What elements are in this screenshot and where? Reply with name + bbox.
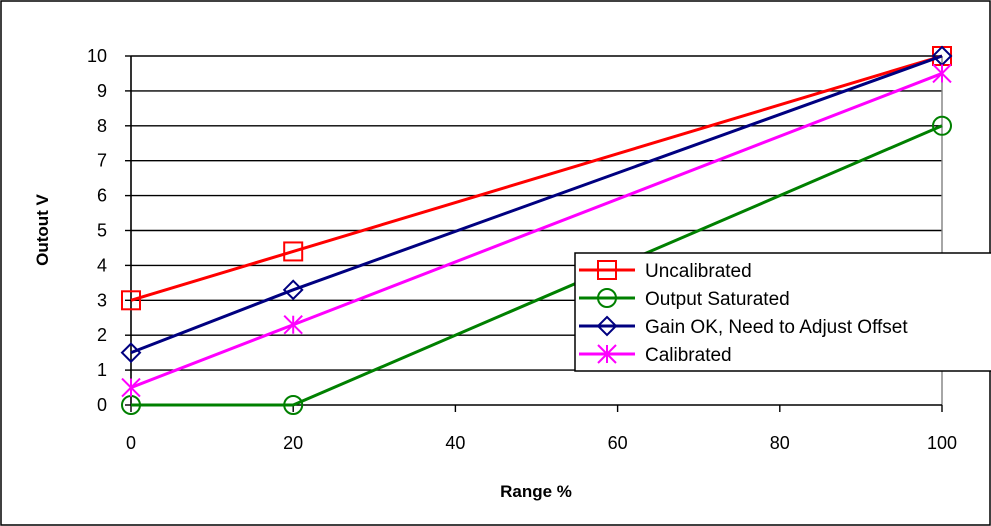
y-tick-label: 10 [87,46,107,66]
legend-box [574,252,991,372]
x-axis-title: Range % [500,482,572,501]
data-point [932,63,952,84]
series-line-3 [130,54,943,355]
legend-item: Gain OK, Need to Adjust Offset [579,315,908,338]
legend-marker [597,288,617,308]
y-tick-label: 3 [97,290,107,310]
x-tick-label: 40 [445,433,465,453]
data-point [283,315,303,335]
y-tick-label: 5 [97,221,107,241]
y-tick-label: 8 [97,116,107,136]
y-tick-label: 2 [97,325,107,345]
legend-label: Gain OK, Need to Adjust Offset [645,317,908,338]
x-tick-label: 60 [608,433,628,453]
y-tick-label: 4 [97,255,107,275]
legend-label: Uncalibrated [645,261,752,282]
data-point [282,279,304,301]
series-line-1 [130,54,943,302]
legend-item: Calibrated [579,344,732,366]
x-tick-label: 80 [770,433,790,453]
data-point [932,115,952,136]
data-point [283,395,304,415]
data-point [121,377,141,398]
y-tick-label: 7 [97,151,107,171]
y-tick-label: 1 [97,360,107,380]
y-axis-title: Outout V [33,193,52,265]
legend-label: Output Saturated [645,289,790,310]
x-tick-label: 0 [126,433,136,453]
x-tick-label: 20 [283,433,303,453]
y-tick-label: 6 [97,186,107,206]
legend: Uncalibrated Output Saturated Gain OK, Nee… [574,252,991,372]
legend-marker [597,260,617,280]
y-tick-label: 0 [97,395,107,415]
legend-marker [596,315,618,337]
y-tick-label: 9 [97,81,107,101]
data-point [120,342,142,364]
legend-marker [597,344,617,364]
legend-item: Output Saturated [579,288,790,310]
legend-item: Uncalibrated [579,260,752,282]
x-tick-label: 100 [927,433,957,453]
data-point [283,241,304,262]
data-point [121,290,141,311]
series-line-2 [131,124,943,407]
legend-label: Calibrated [645,345,732,366]
